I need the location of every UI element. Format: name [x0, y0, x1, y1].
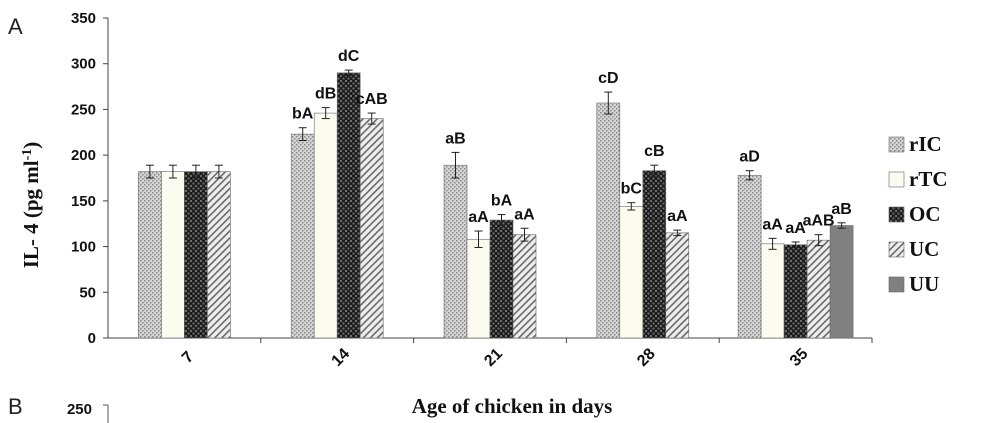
y-tick-label: 50	[79, 284, 96, 301]
legend-label: UU	[909, 272, 939, 296]
bar-data-label: aB	[831, 201, 851, 218]
x-tick-label: 21	[481, 345, 506, 370]
legend-label: UC	[909, 237, 939, 261]
legend-label: OC	[909, 202, 941, 226]
x-tick-label: 35	[787, 345, 812, 370]
bar	[806, 239, 831, 339]
bar	[783, 244, 808, 339]
bar-data-label: aA	[762, 216, 783, 233]
bar	[207, 171, 231, 339]
bar	[512, 234, 537, 339]
legend-swatch	[888, 136, 905, 153]
y-tick-label: 100	[71, 239, 96, 256]
y-tick-label: 200	[71, 147, 96, 164]
y-axis-title-sup: -1	[20, 149, 35, 161]
bar	[596, 102, 621, 339]
x-tick-label: 7	[179, 348, 197, 366]
bar-data-label: aA	[468, 209, 489, 226]
bar-data-label: bA	[491, 193, 513, 210]
bar	[443, 164, 468, 339]
bar-data-label: aA	[785, 220, 806, 237]
panel-letter-b: B	[8, 394, 23, 419]
bar-data-label: aAB	[803, 213, 835, 230]
bar	[184, 171, 208, 339]
bar-data-label: aB	[445, 130, 465, 147]
panel-b-tick-label: 250	[67, 401, 92, 418]
bar	[336, 72, 361, 339]
bar	[760, 243, 785, 339]
legend-swatch	[888, 276, 905, 293]
y-tick-label: 300	[71, 56, 96, 73]
legend: rIC rTC OC UC UU	[888, 132, 948, 296]
bar	[161, 171, 185, 339]
bar-data-label: aD	[739, 149, 759, 166]
bar-data-label: dB	[315, 86, 336, 103]
bar	[313, 112, 338, 339]
bar-data-label: cD	[598, 70, 618, 87]
bar-data-label: bA	[292, 106, 314, 123]
legend-label: rIC	[909, 132, 942, 156]
bar	[829, 225, 854, 339]
panel-letter-a: A	[8, 14, 23, 39]
y-tick-label: 250	[71, 101, 96, 118]
legend-swatch	[888, 241, 905, 258]
bar	[290, 133, 315, 339]
bar	[466, 238, 491, 339]
bar-data-label: cAB	[356, 91, 388, 108]
x-axis-title: Age of chicken in days	[412, 394, 613, 418]
bar	[359, 118, 384, 339]
x-axis: 7 14 21 28 35	[108, 337, 873, 370]
bar	[619, 206, 644, 339]
legend-swatch	[888, 171, 905, 188]
y-axis-title-end: )	[19, 142, 43, 149]
bar	[138, 171, 162, 339]
y-axis: 0 50 100 150 200 250 300 350	[71, 10, 109, 347]
bar	[489, 219, 514, 339]
bar-data-label: bC	[621, 181, 643, 198]
legend-swatch	[888, 206, 905, 223]
bar-data-label: cB	[644, 143, 664, 160]
bar	[642, 170, 667, 339]
y-tick-label: 350	[71, 10, 96, 27]
bar-data-label: aA	[667, 208, 688, 225]
x-tick-label: 28	[634, 345, 659, 370]
bar	[737, 174, 762, 339]
bar-data-label: dC	[338, 48, 360, 65]
y-tick-label: 150	[71, 193, 96, 210]
y-tick-label: 0	[88, 330, 96, 347]
x-tick-label: 14	[329, 345, 354, 370]
y-axis-title: IL- 4 (pg ml-1)	[19, 142, 43, 269]
bar-data-label: aA	[514, 206, 535, 223]
y-axis-title-main: IL- 4 (pg ml	[19, 160, 43, 268]
bar	[665, 232, 690, 339]
legend-label: rTC	[909, 167, 948, 191]
